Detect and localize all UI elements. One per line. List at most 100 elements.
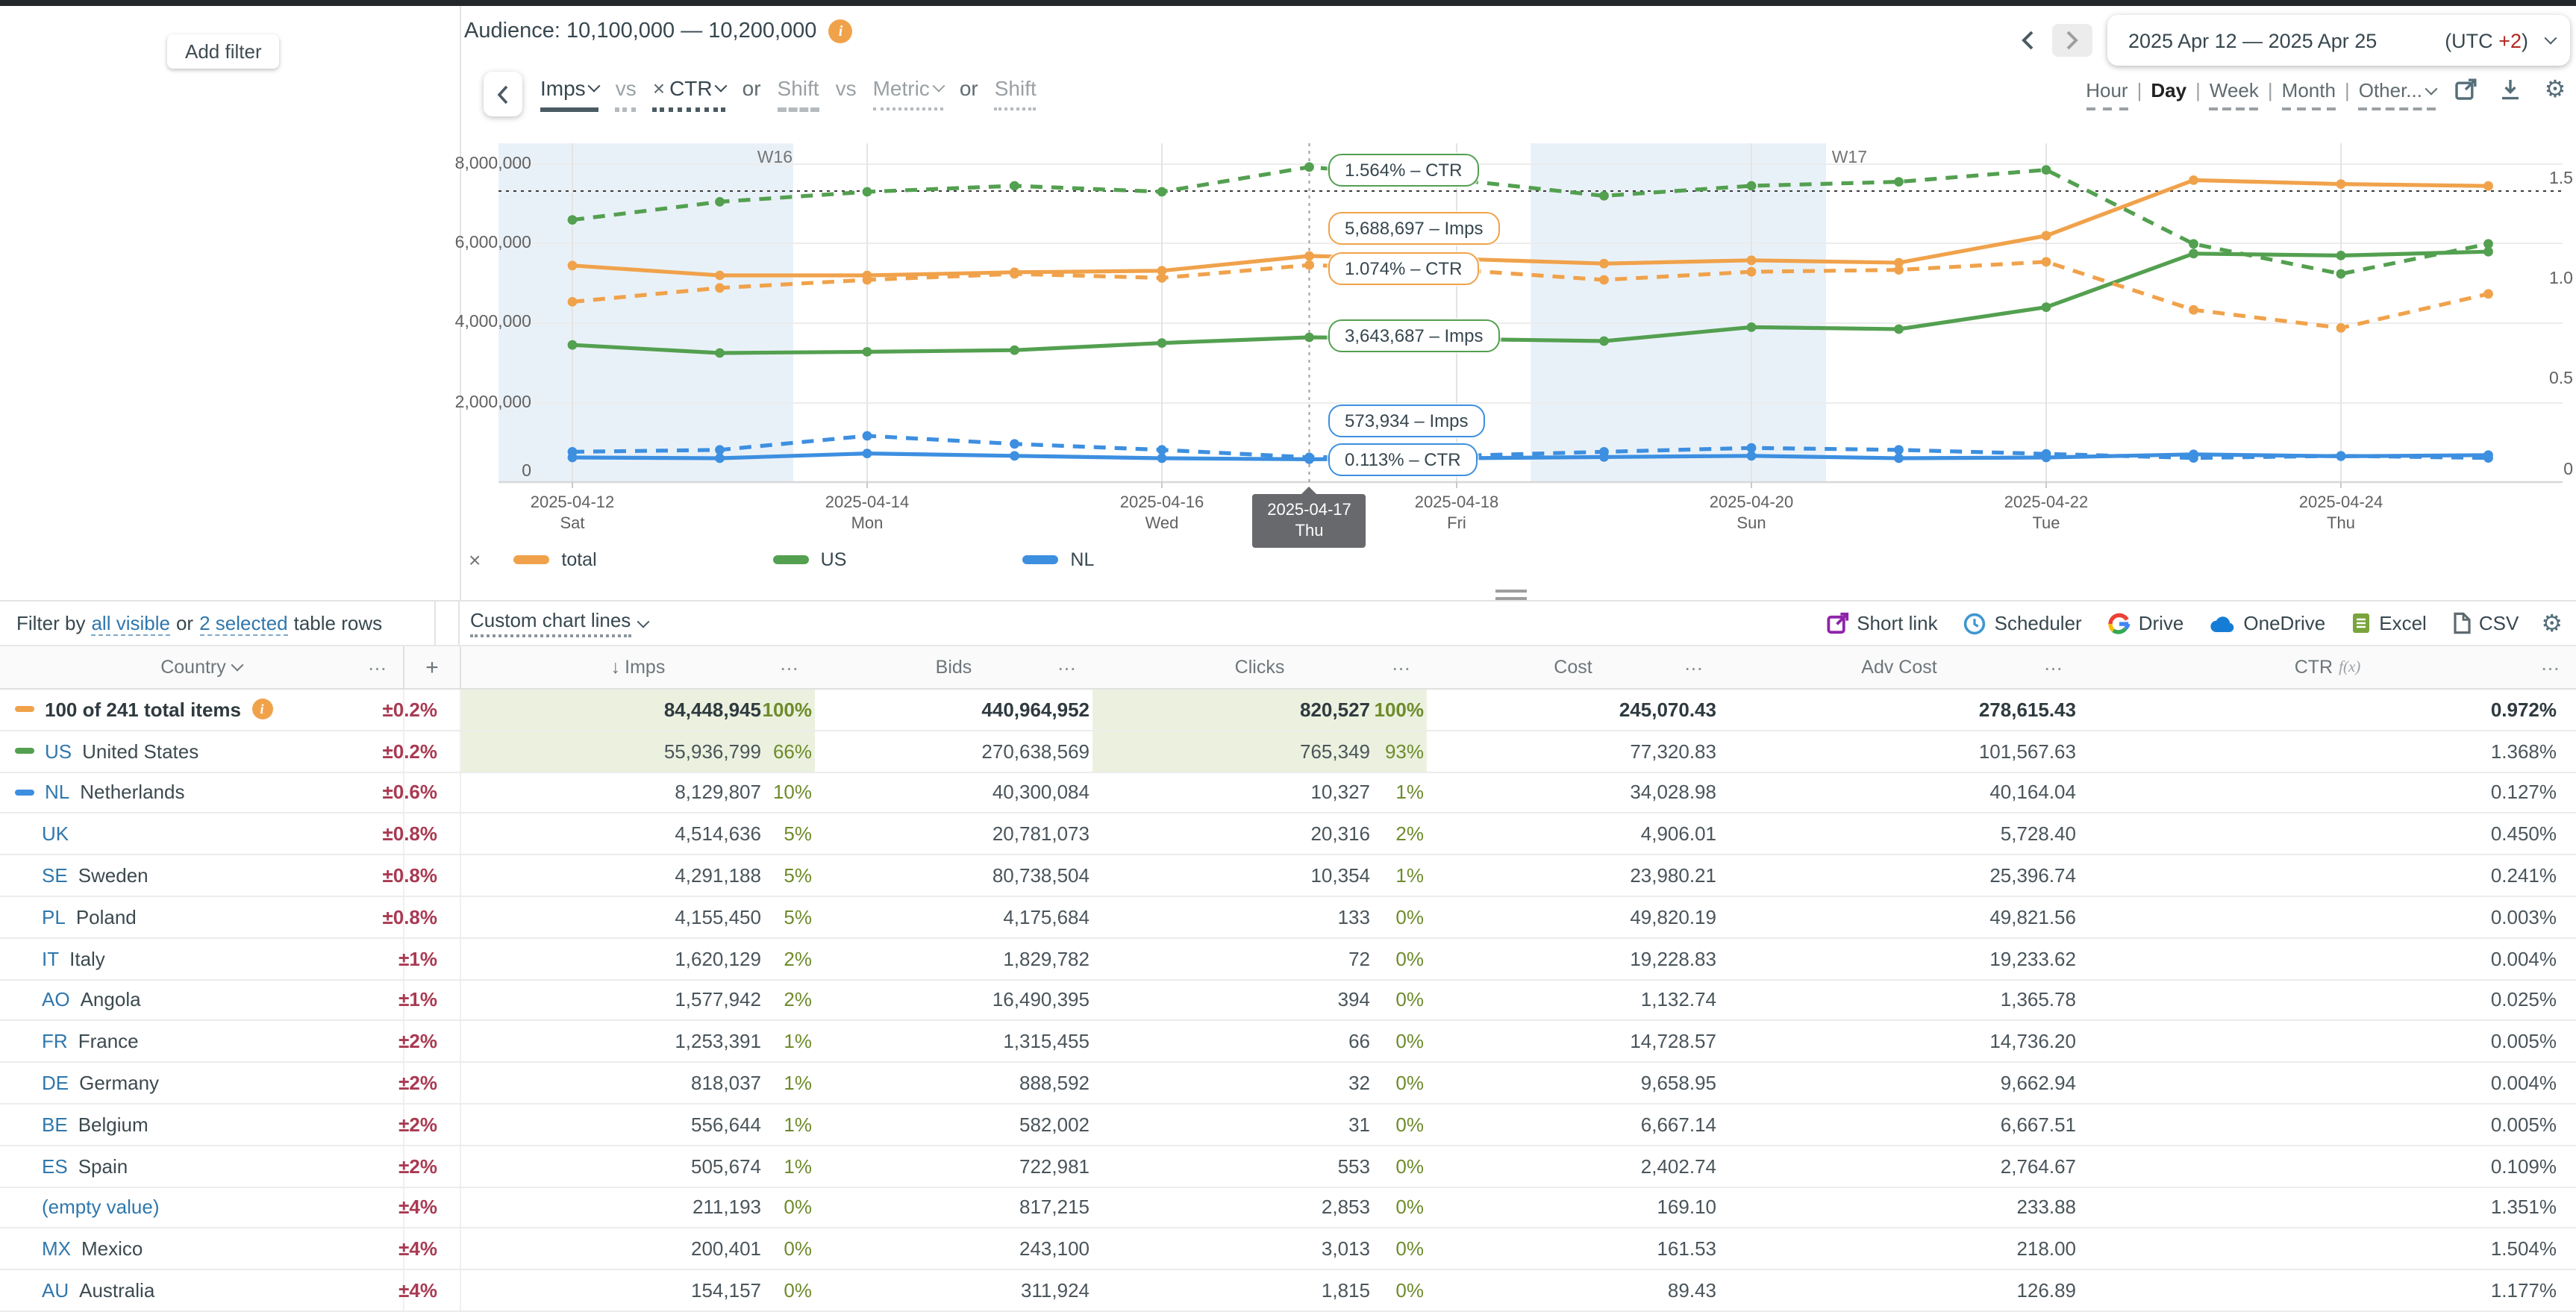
- data-point[interactable]: [1894, 445, 1904, 455]
- country-code-link[interactable]: US: [45, 740, 72, 763]
- data-point[interactable]: [567, 340, 578, 350]
- data-point[interactable]: [1010, 439, 1019, 449]
- metric-option-imps[interactable]: Imps: [540, 76, 601, 112]
- country-code-link[interactable]: SE: [42, 864, 68, 887]
- data-point[interactable]: [2483, 246, 2493, 257]
- data-point[interactable]: [1157, 273, 1167, 283]
- metric-option-or[interactable]: or: [743, 76, 761, 107]
- data-point[interactable]: [1746, 322, 1757, 332]
- data-point[interactable]: [567, 215, 578, 225]
- granularity-month[interactable]: Month: [2281, 79, 2336, 110]
- legend-item-us[interactable]: US: [772, 549, 846, 570]
- resize-handle[interactable]: [1495, 590, 1527, 605]
- table-row[interactable]: NL Netherlands ±0.6% 8,129,807 10% 40,300,084…: [0, 772, 2576, 814]
- timeseries-chart[interactable]: [0, 137, 2576, 490]
- info-icon[interactable]: i: [828, 19, 853, 43]
- metric-option-vs[interactable]: vs: [615, 76, 637, 112]
- data-point[interactable]: [2189, 453, 2198, 463]
- data-point[interactable]: [567, 297, 578, 307]
- legend-item-nl[interactable]: NL: [1022, 549, 1094, 570]
- granularity-day[interactable]: Day: [2151, 79, 2186, 107]
- data-point[interactable]: [1894, 177, 1904, 187]
- data-point[interactable]: [862, 187, 872, 197]
- data-point[interactable]: [1304, 452, 1314, 463]
- country-code-link[interactable]: FR: [42, 1030, 68, 1053]
- export-shortlink-button[interactable]: Short link: [1827, 612, 1938, 634]
- data-point[interactable]: [862, 449, 872, 458]
- data-point[interactable]: [1010, 181, 1019, 191]
- data-point[interactable]: [2336, 451, 2346, 461]
- table-row[interactable]: MX Mexico ±4% 200,401 0% 243,100 3,013 0% 161.53…: [0, 1228, 2576, 1271]
- table-row[interactable]: FR France ±2% 1,253,391 1% 1,315,455 66 0% 14,72…: [0, 1021, 2576, 1063]
- data-point[interactable]: [1599, 275, 1609, 285]
- data-point[interactable]: [1746, 266, 1757, 277]
- table-row[interactable]: ES Spain ±2% 505,674 1% 722,981 553 0% 2,402.74 2…: [0, 1146, 2576, 1188]
- data-point[interactable]: [1894, 265, 1904, 275]
- country-code-link[interactable]: IT: [42, 947, 60, 970]
- export-scheduler-button[interactable]: Scheduler: [1963, 611, 2082, 635]
- legend-item-total[interactable]: total: [513, 549, 597, 570]
- series-total-ctr[interactable]: [572, 260, 2489, 331]
- data-point[interactable]: [715, 445, 725, 455]
- data-point[interactable]: [567, 260, 578, 271]
- column-header-clicks[interactable]: Clicks ⋯: [1092, 646, 1427, 688]
- custom-chart-lines-dropdown[interactable]: Custom chart lines: [460, 602, 649, 645]
- country-code-link[interactable]: BE: [42, 1113, 68, 1136]
- data-point[interactable]: [2041, 449, 2051, 459]
- country-code-link[interactable]: MX: [42, 1237, 71, 1261]
- table-row[interactable]: DE Germany ±2% 818,037 1% 888,592 32 0% 9,658.95…: [0, 1063, 2576, 1105]
- country-code-link[interactable]: AO: [42, 988, 70, 1011]
- data-point[interactable]: [2336, 269, 2346, 279]
- data-point[interactable]: [2189, 239, 2198, 249]
- open-external-icon[interactable]: [2452, 76, 2479, 103]
- next-period-icon[interactable]: [2052, 24, 2092, 57]
- data-point[interactable]: [1157, 187, 1167, 197]
- data-point[interactable]: [2041, 165, 2051, 175]
- gear-icon[interactable]: ⚙: [2541, 611, 2563, 637]
- data-point[interactable]: [1010, 345, 1019, 355]
- series-NL-imps[interactable]: [572, 451, 2489, 462]
- table-row[interactable]: SE Sweden ±0.8% 4,291,188 5% 80,738,504 10,354…: [0, 855, 2576, 897]
- export-onedrive-button[interactable]: OneDrive: [2209, 612, 2325, 634]
- table-row[interactable]: UK ±0.8% 4,514,636 5% 20,781,073 20,316 2% 4,90…: [0, 813, 2576, 856]
- data-point[interactable]: [2189, 304, 2198, 315]
- data-point[interactable]: [2483, 239, 2493, 249]
- data-point[interactable]: [1304, 260, 1314, 270]
- column-menu-icon[interactable]: ⋯: [368, 657, 388, 678]
- data-point[interactable]: [2041, 257, 2051, 267]
- data-point[interactable]: [1599, 447, 1609, 457]
- data-point[interactable]: [1746, 181, 1757, 191]
- metric-option-vs[interactable]: vs: [836, 76, 857, 107]
- granularity-week[interactable]: Week: [2209, 79, 2259, 110]
- data-point[interactable]: [1157, 266, 1167, 276]
- column-menu-icon[interactable]: ⋯: [1392, 657, 1412, 678]
- table-row[interactable]: AU Australia ±4% 154,157 0% 311,924 1,815 0% 89.…: [0, 1270, 2576, 1312]
- column-header-imps[interactable]: ↓ Imps ⋯: [461, 646, 815, 688]
- column-menu-icon[interactable]: ⋯: [1057, 657, 1078, 678]
- metric-option-or[interactable]: or: [960, 76, 978, 107]
- data-point[interactable]: [715, 197, 725, 207]
- table-row[interactable]: BE Belgium ±2% 556,644 1% 582,002 31 0% 6,667.14…: [0, 1104, 2576, 1146]
- country-code-link[interactable]: AU: [42, 1279, 69, 1302]
- table-row[interactable]: US United States ±0.2% 55,936,799 66% 270,638…: [0, 731, 2576, 773]
- all-visible-link[interactable]: all visible: [91, 611, 170, 635]
- data-point[interactable]: [862, 275, 872, 285]
- audience-filter-chip[interactable]: Audience: 10,100,000 — 10,200,000 i: [464, 19, 853, 43]
- date-range-picker[interactable]: 2025 Apr 12 — 2025 Apr 25 (UTC +2): [2107, 15, 2570, 66]
- country-code-link[interactable]: UK: [42, 822, 69, 846]
- chart-back-button[interactable]: [484, 72, 522, 116]
- data-point[interactable]: [1746, 255, 1757, 266]
- data-point[interactable]: [1894, 453, 1904, 463]
- data-point[interactable]: [1010, 451, 1019, 461]
- table-row[interactable]: (empty value) ±4% 211,193 0% 817,215 2,853 0% 1…: [0, 1187, 2576, 1229]
- country-code-link[interactable]: NL: [45, 781, 70, 804]
- metric-option-shift[interactable]: Shift: [777, 76, 819, 112]
- data-point[interactable]: [1599, 191, 1609, 201]
- series-US-ctr[interactable]: [572, 165, 2489, 276]
- column-header-bids[interactable]: Bids ⋯: [815, 646, 1092, 688]
- data-point[interactable]: [715, 270, 725, 281]
- legend-clear-icon[interactable]: ×: [469, 548, 481, 572]
- column-header-country[interactable]: Country ⋯: [0, 646, 403, 688]
- data-point[interactable]: [2483, 453, 2493, 463]
- table-row[interactable]: IT Italy ±1% 1,620,129 2% 1,829,782 72 0% 19,228…: [0, 938, 2576, 981]
